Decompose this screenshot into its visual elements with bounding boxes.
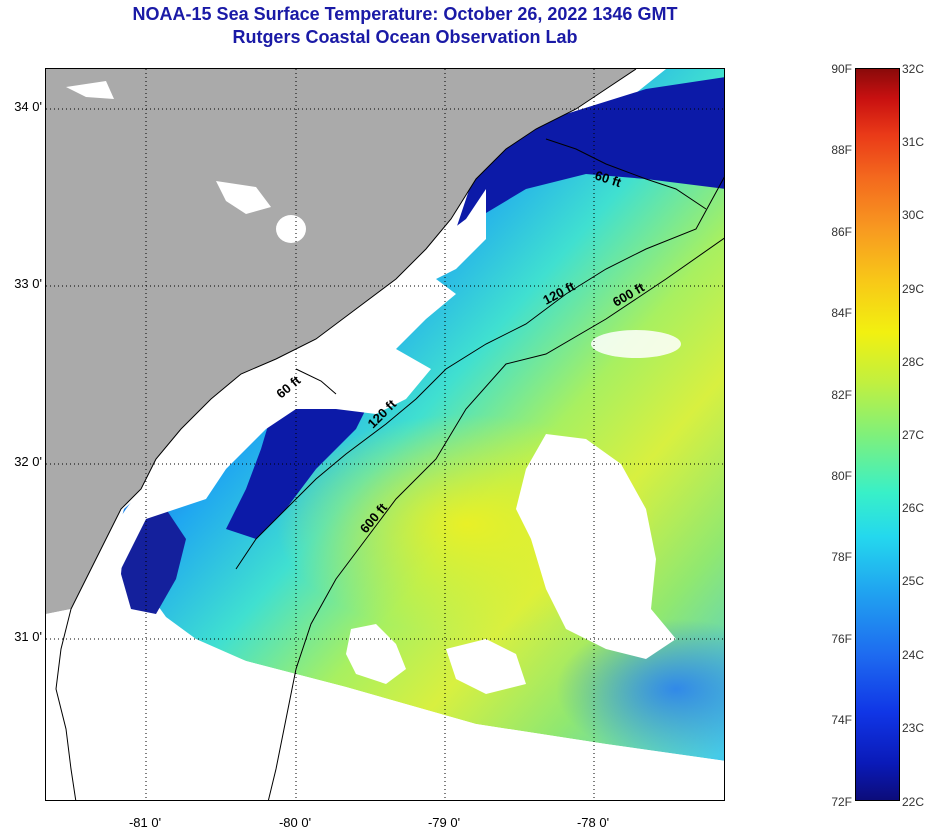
lat-label-32: 32 0' [14,454,42,469]
sst-map: 60 ft 120 ft 600 ft 60 ft 120 ft 600 ft [45,68,725,801]
coastline [55,69,637,800]
colorbar-label-32c: 32C [902,62,925,76]
lon-label-80: -80 0' [278,815,312,830]
colorbar-label-30c: 30C [902,208,925,222]
colorbar-label-26c: 26C [902,501,925,515]
colorbar-label-27c: 27C [902,428,925,442]
colorbar-label-88f: 88F [831,143,852,157]
contour-60ft [545,138,707,210]
map-title: NOAA-15 Sea Surface Temperature: October… [132,4,678,24]
colorbar-label-86f: 86F [831,225,852,239]
colorbar-label-78f: 78F [831,550,852,564]
cloud-southwest [46,629,724,800]
colorbar-label-22c: 22C [902,795,925,809]
lon-label-79: -79 0' [427,815,461,830]
colorbar-label-74f: 74F [831,713,852,727]
lat-label-33: 33 0' [14,276,42,291]
map-subtitle: Rutgers Coastal Ocean Observation Lab [232,27,578,47]
colorbar-label-90f: 90F [831,62,852,76]
colorbar-label-23c: 23C [902,721,925,735]
temperature-colorbar [855,68,900,801]
colorbar-label-28c: 28C [902,355,925,369]
colorbar-label-76f: 76F [831,632,852,646]
colorbar-label-80f: 80F [831,469,852,483]
contour-600ft [267,237,724,800]
cloud-offshore [516,434,676,659]
nearshore-cold-band [451,77,724,244]
lat-label-31: 31 0' [14,629,42,644]
land-mass [46,69,636,614]
colorbar-label-29c: 29C [902,282,925,296]
colorbar-label-82f: 82F [831,388,852,402]
lon-label-81: -81 0' [128,815,162,830]
colorbar-label-25c: 25C [902,574,925,588]
colorbar-label-84f: 84F [831,306,852,320]
colorbar-label-72f: 72F [831,795,852,809]
contour-120ft [235,176,724,570]
lon-label-78: -78 0' [576,815,610,830]
lat-label-34: 34 0' [14,99,42,114]
colorbar-label-24c: 24C [902,648,925,662]
grid-lines [46,69,724,800]
cloud-coastal-band [46,189,486,709]
colorbar-label-31c: 31C [902,135,925,149]
